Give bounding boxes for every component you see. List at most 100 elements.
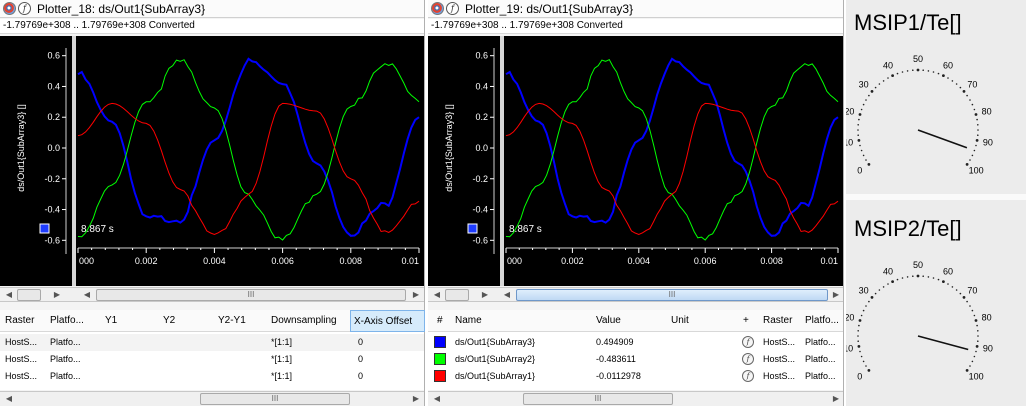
scroll-right-icon[interactable]: ▶ (53, 290, 61, 299)
column-header-x-axis-offset[interactable]: X-Axis Offset (350, 310, 425, 332)
column-header-downsampling[interactable]: Downsampling (271, 315, 337, 326)
function-icon[interactable]: f (18, 2, 31, 15)
gauge-major-tick (891, 280, 894, 283)
table-row[interactable]: HostS... Platfo... *[1:1] 0 (0, 368, 424, 385)
y-tick-label: -0.4 (44, 205, 60, 215)
gauge-minor-tick (977, 129, 979, 131)
column-header-y2-y1[interactable]: Y2-Y1 (218, 315, 246, 326)
table-row[interactable]: ds/Out1{SubArray3} 0.494909 f HostS... P… (428, 334, 843, 351)
plotter-19-titlebar: f Plotter_19: ds/Out1{SubArray3} (428, 0, 843, 18)
cell-value: -0.483611 (596, 354, 636, 364)
column-header-value[interactable]: Value (596, 315, 621, 326)
table-row[interactable]: ds/Out1{SubArray1} -0.0112978 f HostS...… (428, 368, 843, 385)
column-header-raster[interactable]: Raster (763, 315, 793, 326)
gauge-minor-tick (858, 324, 860, 327)
function-icon[interactable]: f (742, 353, 754, 365)
gauge-minor-tick (860, 314, 863, 317)
gauge-minor-tick (901, 277, 904, 279)
table-scroll-thumb[interactable]: III (200, 393, 350, 405)
scroll-left-icon[interactable]: ◀ (433, 394, 441, 403)
plotter-icon[interactable] (431, 2, 444, 15)
gauge-minor-tick (859, 144, 861, 147)
plot-splitter[interactable] (500, 36, 504, 286)
column-header-unit[interactable]: Unit (671, 315, 689, 326)
gauge-minor-tick (977, 340, 979, 342)
cell-platform: Platfo... (805, 337, 836, 347)
gauge-minor-tick (874, 86, 877, 89)
cell-value: -0.0112978 (596, 371, 641, 381)
scroll-right-icon[interactable]: ▶ (832, 394, 840, 403)
plotter-icon[interactable] (3, 2, 16, 15)
plotter-19-title: Plotter_19: ds/Out1{SubArray3} (465, 2, 634, 16)
column-header-y2[interactable]: Y2 (163, 315, 176, 326)
gauge-major-tick (891, 74, 894, 77)
gauge-msip2[interactable]: MSIP2/Te[] 0 10 20 30 40 50 60 70 80 90 100 (846, 206, 1026, 406)
plotter-18-plot-area[interactable]: 0.6 0.4 0.2 0.0 -0.2 -0.4 -0.6 000 0.002 0.004 0.0… (0, 36, 424, 286)
time-cursor-marker[interactable] (39, 223, 50, 234)
table-row[interactable]: HostS... Platfo... *[1:1] 0 (0, 334, 424, 351)
plotter-19-legend-scroll-thumb[interactable] (445, 289, 469, 301)
cell-x-axis-offset: 0 (358, 371, 364, 381)
x-tick-label: 0.01 (401, 256, 419, 266)
column-header-platform[interactable]: Platfo... (50, 315, 84, 326)
gauge-tick-label: 50 (913, 260, 923, 270)
plotter-19-scroll-thumb[interactable]: III (516, 289, 828, 301)
gauge-minor-tick (973, 149, 976, 152)
gauge-major-tick (857, 345, 861, 348)
table-row[interactable]: HostS... Platfo... *[1:1] 0 (0, 351, 424, 368)
scroll-left-icon[interactable]: ◀ (83, 290, 91, 299)
gauge-msip1[interactable]: MSIP1/Te[] 0 10 20 30 40 50 60 70 80 90 100 (846, 0, 1026, 200)
gauge-minor-tick (973, 108, 976, 111)
scroll-right-icon[interactable]: ▶ (481, 290, 489, 299)
x-tick-label: 0.006 (271, 256, 294, 266)
gauge-minor-tick (882, 286, 885, 288)
column-header-name[interactable]: Name (455, 315, 482, 326)
table-scroll-thumb[interactable]: III (523, 393, 673, 405)
gauge-major-tick (857, 139, 861, 142)
plot-splitter[interactable] (72, 36, 76, 286)
scroll-right-icon[interactable]: ▶ (412, 290, 420, 299)
plotter-19-range: -1.79769e+308 .. 1.79769e+308 Converted (428, 19, 843, 34)
scroll-left-icon[interactable]: ◀ (433, 290, 441, 299)
plotter-18-legend-scroll-thumb[interactable] (17, 289, 41, 301)
column-header-index[interactable]: # (437, 315, 443, 326)
plotter-19-plot-area[interactable]: 0.6 0.4 0.2 0.0 -0.2 -0.4 -0.6 000 0.002 0.004 0.0… (428, 36, 843, 286)
gauge-major-tick (965, 163, 969, 166)
function-icon[interactable]: f (446, 2, 459, 15)
gauge-minor-tick (857, 124, 859, 126)
function-icon[interactable]: f (742, 370, 754, 382)
gauge-minor-tick (977, 134, 979, 136)
series-line (505, 102, 839, 236)
gauge-tick-label: 0 (857, 372, 862, 382)
column-header-raster[interactable]: Raster (5, 315, 35, 326)
scroll-left-icon[interactable]: ◀ (5, 290, 13, 299)
plotter-18-scrollbar[interactable]: ◀ ▶ ◀ III ▶ (0, 287, 424, 302)
column-header-add[interactable]: + (743, 315, 749, 326)
gauge-minor-tick (969, 99, 971, 101)
gauge-minor-tick (896, 278, 899, 281)
gauge-needle (917, 129, 968, 149)
plotter-18-table-scrollbar[interactable]: ◀ III ▶ (0, 391, 424, 406)
series-line (77, 57, 420, 237)
y-tick-label: -0.6 (44, 235, 60, 245)
gauge-minor-tick (959, 292, 962, 295)
scroll-right-icon[interactable]: ▶ (412, 394, 420, 403)
function-icon[interactable]: f (742, 336, 754, 348)
plotter-19-scrollbar[interactable]: ◀ ▶ ◀ III ▶ (428, 287, 843, 302)
column-header-y1[interactable]: Y1 (105, 315, 118, 326)
scroll-left-icon[interactable]: ◀ (5, 394, 13, 403)
gauge-minor-tick (857, 129, 859, 131)
plotter-18-scroll-thumb[interactable]: III (96, 289, 406, 301)
gauge-major-tick (867, 369, 871, 372)
table-header: # Name Value Unit + Raster Platfo... (428, 310, 843, 332)
time-cursor-marker[interactable] (467, 223, 478, 234)
scroll-right-icon[interactable]: ▶ (832, 290, 840, 299)
cell-x-axis-offset: 0 (358, 354, 364, 364)
gauge-major-tick (870, 90, 874, 93)
y-tick-label: 0.4 (475, 81, 488, 91)
scroll-left-icon[interactable]: ◀ (503, 290, 511, 299)
table-row[interactable]: ds/Out1{SubArray2} -0.483611 f HostS... … (428, 351, 843, 368)
cell-raster: HostS... (5, 371, 38, 381)
plotter-19-table-scrollbar[interactable]: ◀ III ▶ (428, 391, 843, 406)
column-header-platform[interactable]: Platfo... (805, 315, 839, 326)
